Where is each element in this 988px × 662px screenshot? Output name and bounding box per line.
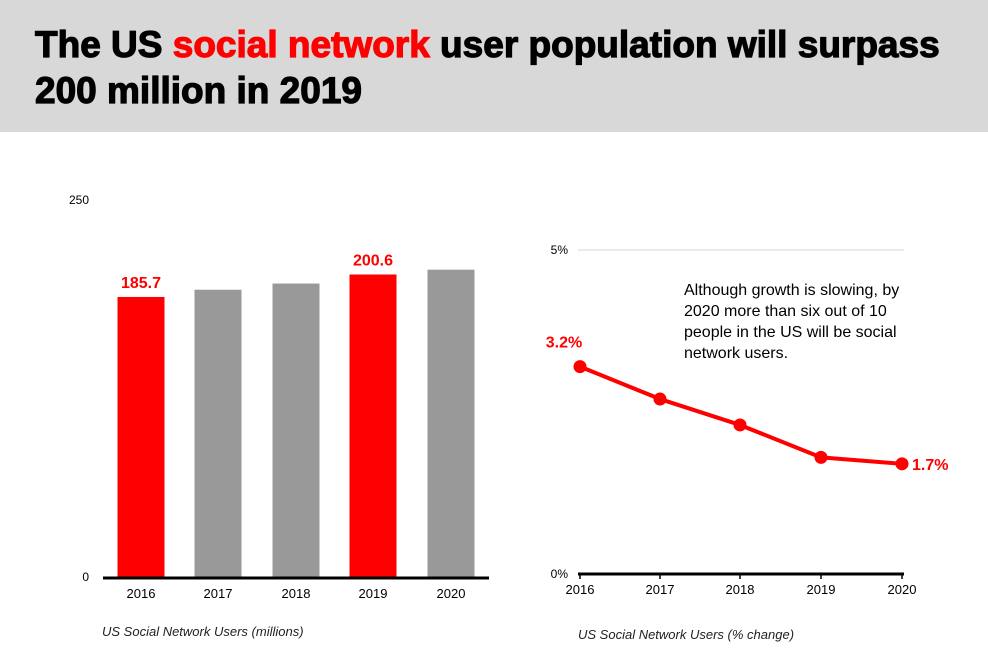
header-banner (0, 0, 988, 132)
data-point-2018 (733, 418, 747, 432)
title-highlight: social network (172, 23, 430, 65)
page-title: The US social network user population wi… (34, 22, 965, 114)
line-data-label: 1.7% (912, 457, 948, 474)
bar-chart-caption: US Social Network Users (millions) (102, 624, 304, 639)
bar-2018 (272, 283, 320, 577)
bar-2020 (427, 269, 475, 577)
y-tick-label: 250 (69, 193, 89, 207)
x-tick-label: 2019 (359, 586, 388, 601)
y-tick-label: 5% (551, 243, 569, 257)
data-point-2017 (653, 392, 667, 406)
series-line (579, 364, 903, 466)
bar-2019 (349, 274, 397, 577)
x-tick-label: 2019 (807, 582, 836, 597)
x-tick-label: 2018 (726, 582, 755, 597)
bar-data-label: 185.7 (121, 275, 161, 292)
line-data-label: 3.2% (546, 335, 582, 352)
x-tick-label: 2017 (204, 586, 233, 601)
line-chart-caption: US Social Network Users (% change) (578, 627, 795, 642)
title-before: The US (34, 23, 173, 65)
bar-data-label: 200.6 (353, 252, 393, 269)
data-point-2020 (895, 457, 909, 471)
y-tick-label: 0% (551, 567, 569, 581)
x-tick-label: 2020 (888, 582, 917, 597)
data-point-2019 (814, 450, 828, 464)
x-tick-label: 2020 (437, 586, 466, 601)
bar-2016 (117, 296, 165, 577)
x-tick-label: 2017 (646, 582, 675, 597)
y-tick-label: 0 (82, 570, 89, 584)
x-tick-label: 2018 (282, 586, 311, 601)
x-tick-label: 2016 (566, 582, 595, 597)
bar-2017 (194, 289, 242, 577)
data-point-2016 (573, 360, 587, 374)
title-after: user population will surpass 200 million… (34, 23, 940, 111)
x-tick-label: 2016 (127, 586, 156, 601)
line-chart-annotation: Although growth is slowing, by 2020 more… (684, 282, 900, 362)
